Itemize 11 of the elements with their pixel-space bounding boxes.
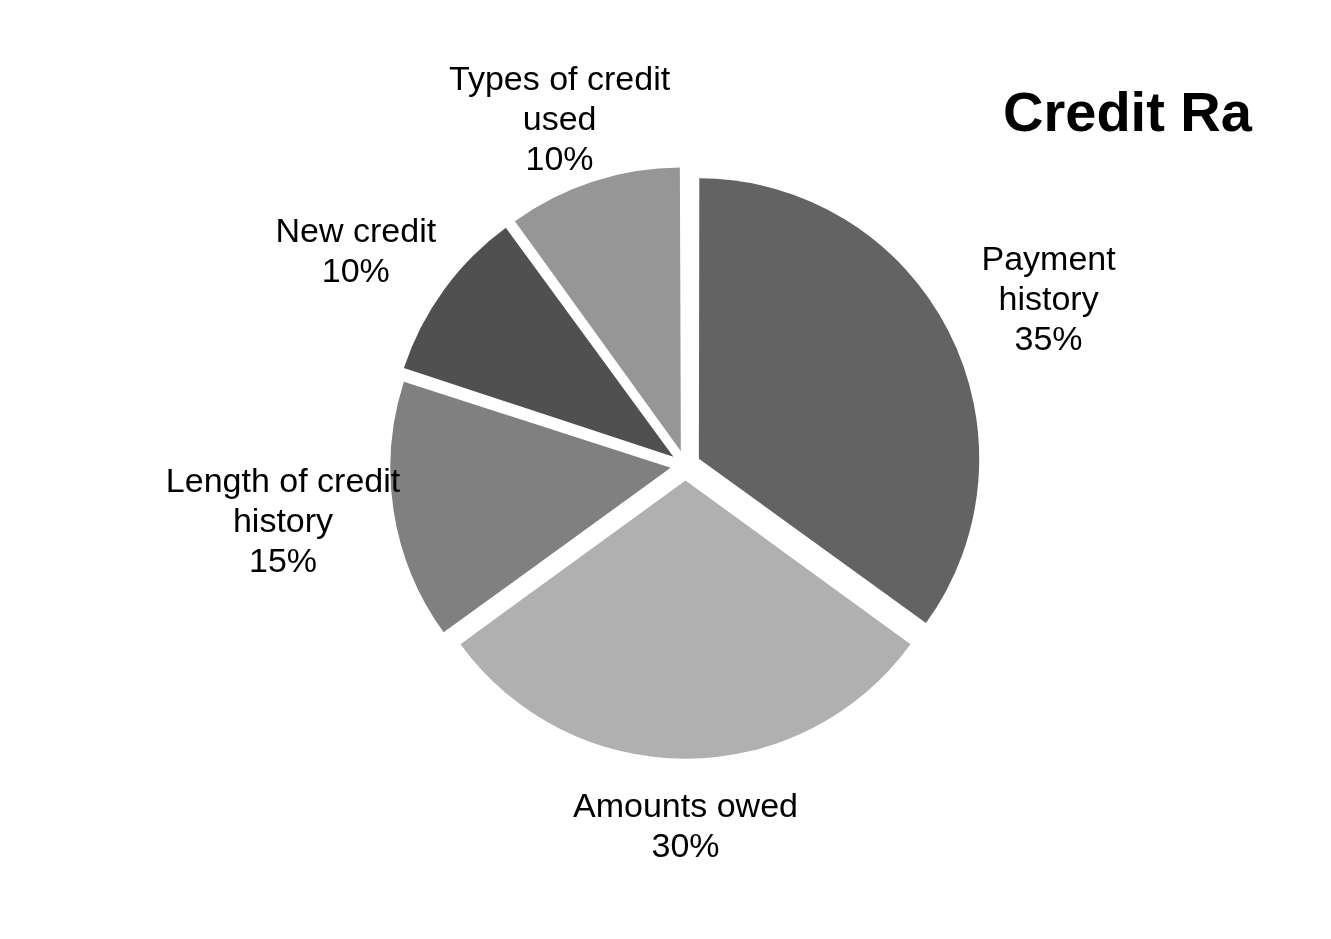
data-label: 10% — [525, 139, 594, 178]
slice-label: Payment history — [981, 239, 1117, 318]
data-label: 35% — [1014, 319, 1083, 358]
slice-label: Length of credit history — [165, 460, 401, 539]
data-label: 10% — [321, 250, 390, 289]
slice-label: New credit — [275, 210, 437, 249]
chart-title: Credit Ra — [1003, 80, 1253, 144]
data-label: 15% — [248, 540, 318, 579]
slice-label: Amounts owed — [573, 786, 798, 825]
data-label: 30% — [651, 826, 720, 865]
slice-label: Types of credit used — [449, 59, 671, 138]
